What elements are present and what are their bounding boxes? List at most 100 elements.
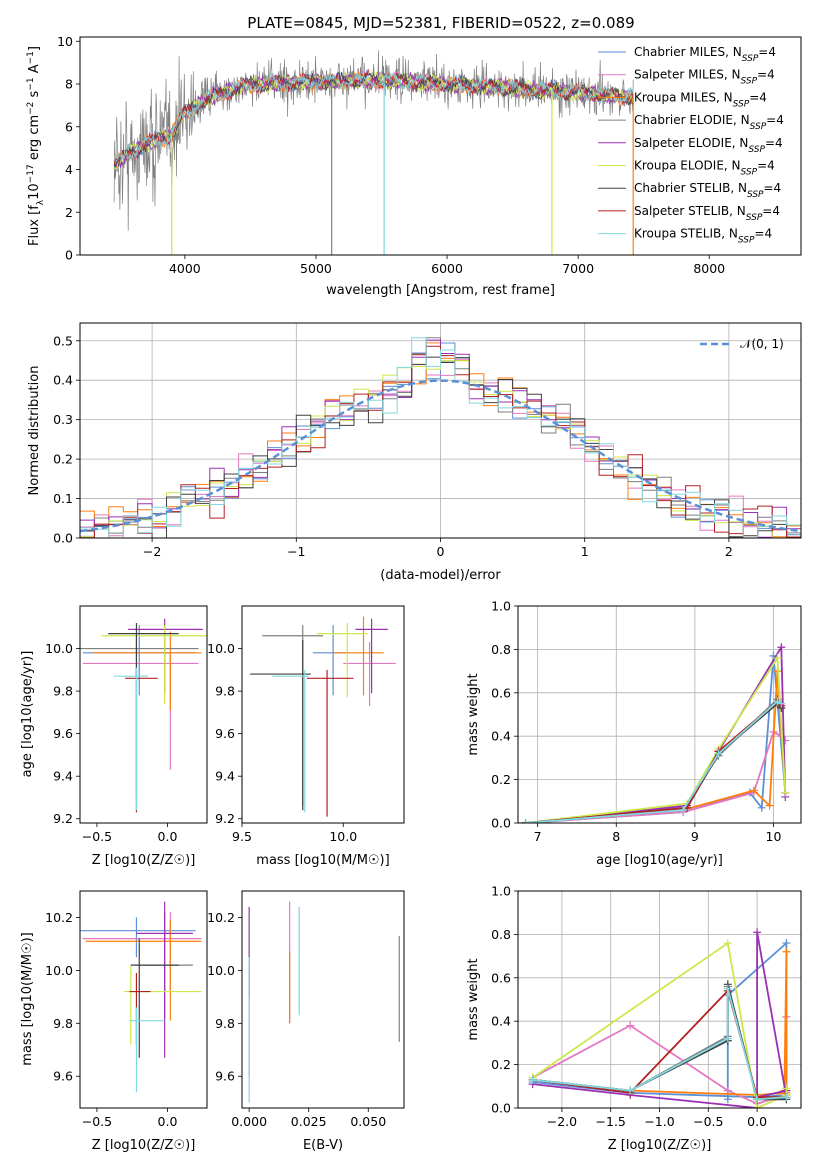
y-axis-label: mass [log10(M/M☉)]	[20, 932, 35, 1065]
x-tick-label: 0.000	[231, 1114, 267, 1129]
series-line	[525, 702, 782, 823]
y-tick-label: 10.2	[207, 910, 235, 925]
errorbar-point	[316, 623, 368, 698]
label-part: λ	[36, 199, 46, 205]
series-marker	[679, 805, 688, 814]
x-axis-label: mass [log10(M/M☉)]	[256, 853, 389, 868]
weight-series	[521, 651, 790, 823]
series-marker	[723, 1034, 732, 1043]
legend-text: Salpeter MILES, N	[634, 68, 741, 82]
y-tick-label: 0.2	[53, 452, 73, 467]
plot-area	[528, 928, 791, 1108]
series-line	[525, 655, 787, 823]
y-tick-label: 0.8	[491, 927, 511, 942]
legend-sub: SSP	[741, 168, 758, 178]
errorbar-point	[343, 642, 396, 706]
legend-label: Chabrier STELIB, NSSP=4	[634, 181, 781, 200]
y-tick-label: 0.0	[53, 531, 73, 546]
x-tick-label: 0.050	[350, 1114, 386, 1129]
label-part: −2	[26, 102, 36, 115]
legend-label: Kroupa ELODIE, NSSP=4	[634, 159, 775, 178]
errorbar-point	[129, 1007, 165, 1093]
errorbar-point	[250, 640, 311, 811]
y-tick-label: 9.8	[53, 1016, 73, 1031]
y-tick-label: 0.0	[491, 816, 511, 831]
weight-series	[528, 984, 791, 1104]
series-marker	[765, 801, 774, 810]
x-axis-label: Z [log10(Z/Z☉)]	[92, 853, 196, 868]
series-line	[525, 655, 787, 823]
series-marker	[521, 819, 530, 823]
y-tick-label: 9.6	[53, 726, 73, 741]
x-tick-label: −1.0	[644, 1114, 674, 1129]
axes-frame	[241, 890, 405, 1109]
axes-residual_histogram: −2 −1 0 1 2 0.0 0.1 0.2 0.3 0.4 0.5 (data-model)/er…	[27, 322, 802, 583]
x-axis-label: age [log10(age/yr)]	[596, 853, 723, 868]
normal-curve	[80, 379, 801, 533]
x-tick-label: −1.5	[596, 1114, 626, 1129]
y-tick-label: 0.6	[491, 970, 511, 985]
x-tick-label: 0.0	[747, 1114, 767, 1129]
x-tick-label: 5000	[300, 261, 332, 276]
errorbar-point	[136, 901, 193, 1058]
legend-text: =4	[757, 68, 775, 82]
legend-sub: SSP	[747, 190, 764, 200]
y-tick-label: 0.2	[491, 772, 511, 787]
x-tick-label: 10	[766, 829, 782, 844]
legend-text: Salpeter STELIB, N	[634, 204, 746, 218]
plot-area	[250, 616, 396, 817]
label-part: s	[27, 90, 42, 101]
series-marker	[626, 1021, 635, 1030]
legend-text: Chabrier MILES, N	[634, 45, 742, 59]
errorbar-point	[130, 938, 179, 1058]
legend-text: =4	[762, 204, 780, 218]
series-line	[525, 698, 782, 823]
label-part: erg cm	[27, 115, 42, 164]
y-tick-label: 10.0	[207, 641, 235, 656]
y-axis-label: Flux [fλ10−17 erg cm−2 s−1 A−1]	[26, 46, 46, 246]
label-part: −17	[26, 164, 36, 183]
x-tick-label: 4000	[169, 261, 201, 276]
axes-mass_weight_vs_age: 7 8 9 10 0.0 0.2 0.4 0.6 0.8 1.0 age [log10(age/yr…	[466, 599, 802, 868]
y-tick-label: 0.1	[53, 491, 73, 506]
weight-series	[521, 654, 790, 823]
label-part: −1	[26, 51, 36, 64]
legend-text: =4	[749, 90, 767, 104]
errorbar-point	[355, 618, 388, 694]
legend-text: =4	[765, 136, 783, 150]
y-tick-label: 9.6	[215, 1069, 235, 1084]
y-tick-label: 0.5	[53, 333, 73, 348]
x-tick-label: 9.5	[232, 829, 252, 844]
x-tick-label: 6000	[431, 261, 463, 276]
x-tick-label: 7000	[562, 261, 594, 276]
plot-area	[248, 901, 400, 1103]
plot-area	[80, 618, 207, 813]
y-tick-label: 2	[65, 205, 73, 220]
label-part: −1	[26, 77, 36, 90]
x-tick-label: −0.5	[82, 829, 112, 844]
legend-sub: SSP	[741, 77, 758, 87]
legend-sub: SSP	[733, 99, 750, 109]
y-tick-label: 9.8	[53, 684, 73, 699]
y-tick-label: 0.4	[491, 729, 511, 744]
x-tick-label: 1	[581, 544, 589, 559]
series-marker	[782, 1084, 791, 1093]
y-axis-label: Normed distribution	[27, 366, 42, 496]
y-tick-label: 0.3	[53, 412, 73, 427]
series-marker	[714, 749, 723, 758]
axes-spectrum: 4000 5000 6000 7000 8000 0 2 4 6 8 10 wavelength [A…	[26, 34, 802, 298]
series-marker	[781, 788, 790, 797]
weight-series	[521, 667, 790, 823]
y-tick-label: 8	[65, 77, 73, 92]
x-tick-label: −0.5	[82, 1114, 112, 1129]
x-tick-label: 2	[725, 544, 733, 559]
y-tick-label: 0.2	[491, 1057, 511, 1072]
y-tick-label: 9.4	[215, 769, 235, 784]
legend-text: Kroupa STELIB, N	[634, 227, 738, 241]
legend-text: Chabrier ELODIE, N	[634, 113, 750, 127]
x-axis-label: wavelength [Angstrom, rest frame]	[326, 283, 555, 298]
errorbar-point	[272, 669, 309, 813]
y-tick-label: 4	[65, 162, 73, 177]
errorbar-point	[108, 623, 179, 677]
axes-frame	[79, 605, 208, 824]
